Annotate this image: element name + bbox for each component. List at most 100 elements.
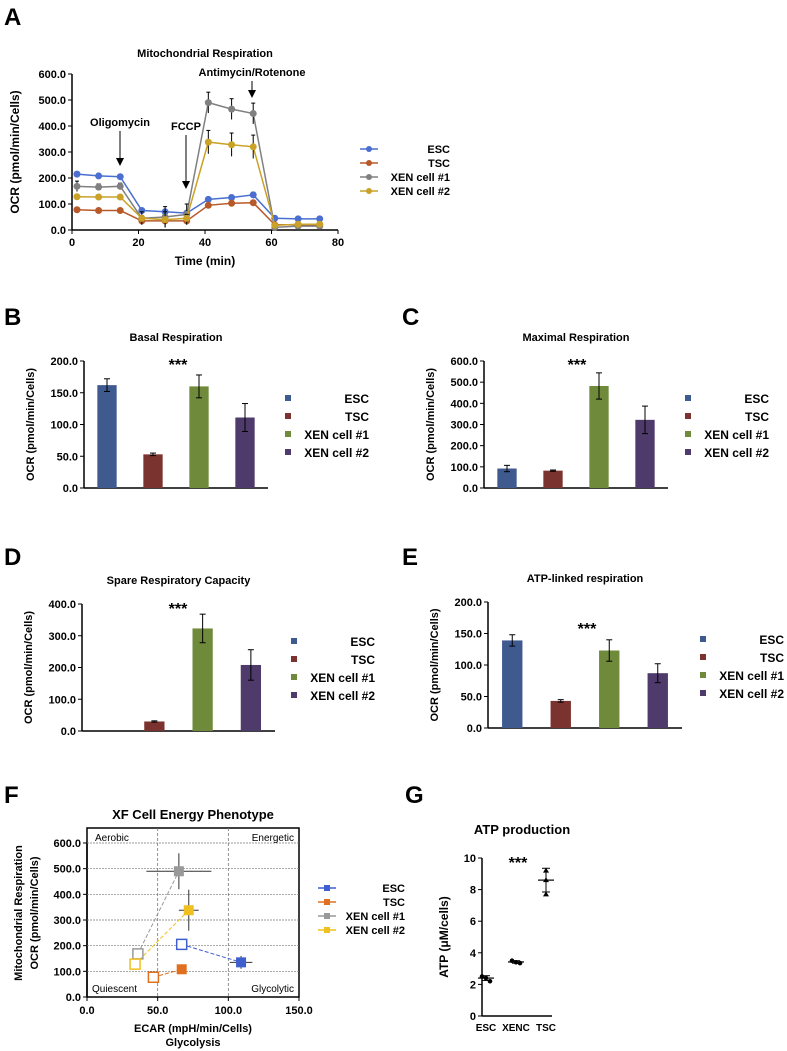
y-tick-label: 500.0 [53,864,81,876]
data-point [95,183,103,191]
y-tick-label: 600.0 [53,838,81,850]
significance-stars: *** [568,357,587,374]
legend-label: XEN cell #1 [310,671,375,685]
y-axis-label: OCR (pmol/min/Cells) [29,856,41,969]
data-point [316,220,324,228]
y-tick-label: 400.0 [48,599,76,611]
y-tick-label: 400.0 [450,398,478,410]
y-tick-label: 100.0 [38,199,66,211]
data-point [116,182,124,190]
chart-title: ATP-linked respiration [527,573,644,585]
legend-swatch [685,395,691,401]
annotation-antimycin-rotenone: Antimycin/Rotenone [199,67,306,79]
legend-marker [366,146,372,152]
y-tick-label: 0.0 [61,726,76,738]
x-tick-label: 150.0 [285,1005,313,1017]
bar-3 [647,673,668,728]
y-tick-label: 100.0 [454,660,482,672]
chart-title: XF Cell Energy Phenotype [112,807,274,822]
legend-label: TSC [760,651,784,665]
y-tick-label: 500.0 [38,95,66,107]
legend-label: XEN cell #2 [310,689,375,703]
bar-2 [589,385,609,488]
y-tick-label: 0 [470,1011,476,1023]
y-tick-label: 200.0 [48,663,76,675]
x-tick-label: 20 [132,237,144,249]
bar-2 [192,628,213,731]
y-tick-label: 6 [470,916,476,928]
panel-letter-B: B [4,304,21,331]
stressed-marker-2 [173,866,184,877]
data-point [249,110,257,118]
stressed-marker-0 [236,957,247,968]
y-axis-label-2: Mitochondrial Respiration [13,845,25,981]
data-point [73,170,81,178]
legend-swatch [285,431,291,437]
data-point [73,182,81,190]
x-axis-label: Time (min) [175,254,235,268]
legend-swatch [685,431,691,437]
y-tick-label: 500.0 [450,377,478,389]
data-point [249,199,257,207]
legend-swatch [685,449,691,455]
y-axis-label: OCR (pmol/min/Cells) [429,608,441,721]
series-line-2 [76,101,320,229]
legend-label: XEN cell #2 [704,446,769,460]
quadrant-energetic: Energetic [252,833,294,844]
data-point [271,221,279,229]
legend-swatch [285,449,291,455]
chart-title: ATP production [474,822,570,837]
y-tick-label: 0.0 [63,483,78,495]
legend-swatch [291,674,297,680]
y-tick-label: 300.0 [53,915,81,927]
data-point [116,173,124,181]
legend-swatch [700,672,706,678]
legend-label: ESC [759,633,784,647]
legend-label: ESC [382,883,405,895]
legend-label: XEN cell #2 [346,925,405,937]
chart-title: Spare Respiratory Capacity [107,575,252,587]
bar-0 [497,468,517,488]
data-point [73,206,81,214]
data-point [513,959,519,965]
legend-swatch [700,636,706,642]
y-tick-label: 150.0 [454,629,482,641]
data-point [138,214,146,222]
data-point [204,138,212,146]
significance-stars: *** [169,357,188,374]
annotation-oligomycin: Oligomycin [90,117,150,129]
legend-marker [324,899,330,905]
data-point [543,891,549,897]
baseline-marker-1 [147,971,160,983]
data-point [294,215,302,223]
series-link [137,871,180,955]
data-point [487,978,493,984]
legend-swatch [700,690,706,696]
y-tick-label: 400.0 [38,121,66,133]
legend-swatch [291,692,297,698]
arrow-head [182,181,190,189]
stressed-marker-3 [183,905,194,916]
y-tick-label: 600.0 [38,69,66,81]
x-tick-label: 60 [265,237,277,249]
y-tick-label: 10 [464,853,476,865]
legend-swatch [685,413,691,419]
legend-swatch [700,654,706,660]
legend-label: TSC [345,410,369,424]
legend-marker [366,174,372,180]
y-tick-label: 100.0 [48,694,76,706]
panel-letter-C: C [402,304,419,331]
y-axis-label: OCR (pmol/min/Cells) [25,368,37,481]
data-point [95,172,103,180]
legend-marker [366,160,372,166]
panel-letter-A: A [4,4,21,31]
y-tick-label: 8 [470,885,476,897]
legend-label: ESC [344,392,369,406]
chart-title: Basal Respiration [130,332,223,344]
bar-3 [635,419,655,488]
y-tick-label: 600.0 [450,356,478,368]
series-line-0 [76,173,320,220]
data-point [183,214,191,222]
bar-3 [240,664,262,731]
